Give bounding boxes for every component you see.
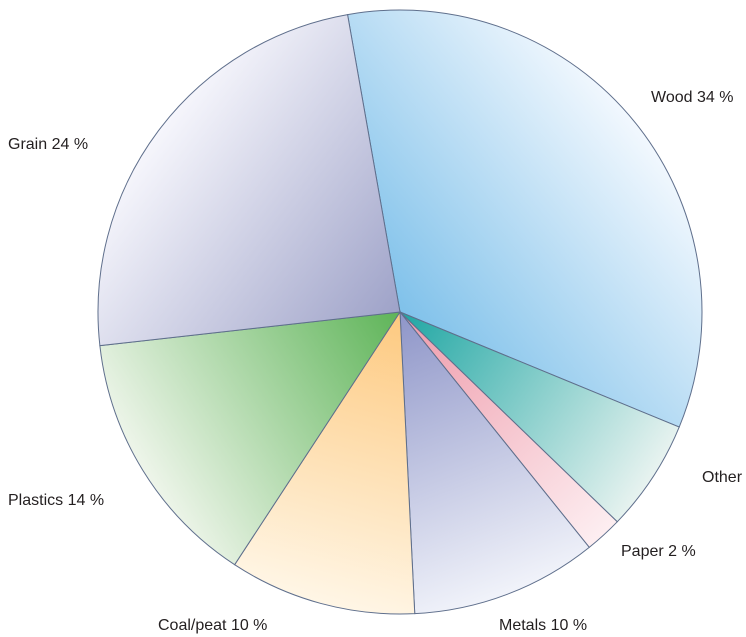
pie-slice-coal-peat [233,310,416,615]
pie-slice-metals [399,310,590,615]
slice-label-coal-peat: Coal/peat 10 % [158,617,267,634]
pie-slice-grain [97,14,401,347]
slice-label-metals: Metals 10 % [499,617,587,634]
pie-slice-wood [346,9,703,428]
slice-label-grain: Grain 24 % [8,136,88,153]
labels-layer: Wood 34 % Other 6 % Paper 2 % Metals 10 % Co… [8,89,746,634]
slices-layer [97,9,703,615]
slice-label-other: Other 6 % [702,469,746,486]
pie-slice-plastics [99,311,402,566]
slice-label-plastics: Plastics 14 % [8,492,104,509]
slice-label-wood: Wood 34 % [651,89,733,106]
slice-label-paper: Paper 2 % [621,543,696,560]
